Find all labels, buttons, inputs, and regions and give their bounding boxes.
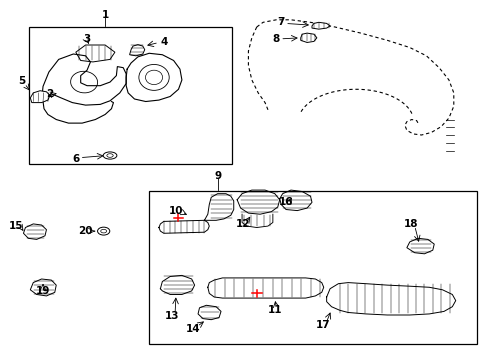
Polygon shape (23, 224, 46, 239)
Polygon shape (30, 91, 50, 103)
Text: 9: 9 (214, 171, 221, 181)
Text: 16: 16 (278, 197, 293, 207)
Polygon shape (30, 279, 56, 296)
Text: 15: 15 (9, 221, 23, 231)
Text: 7: 7 (277, 17, 285, 27)
Text: 2: 2 (46, 89, 53, 99)
Polygon shape (311, 22, 329, 29)
Text: 6: 6 (72, 154, 79, 164)
Text: 3: 3 (83, 34, 90, 44)
Text: 8: 8 (272, 34, 279, 44)
Text: 10: 10 (168, 206, 183, 216)
Text: 1: 1 (102, 10, 108, 20)
Text: 14: 14 (185, 324, 200, 334)
Bar (29, 27, 232, 164)
Text: 5: 5 (18, 76, 25, 86)
Text: 18: 18 (403, 219, 417, 229)
Text: 17: 17 (315, 320, 329, 330)
Polygon shape (129, 45, 144, 56)
Polygon shape (198, 305, 221, 320)
Text: 11: 11 (267, 305, 282, 315)
Polygon shape (406, 238, 433, 254)
Text: 12: 12 (236, 219, 250, 229)
Polygon shape (300, 33, 316, 42)
Text: 19: 19 (36, 286, 50, 296)
Bar (149, 191, 476, 344)
Polygon shape (76, 45, 115, 62)
Text: 13: 13 (164, 311, 179, 321)
Text: 20: 20 (78, 226, 93, 236)
Text: 4: 4 (160, 37, 167, 48)
